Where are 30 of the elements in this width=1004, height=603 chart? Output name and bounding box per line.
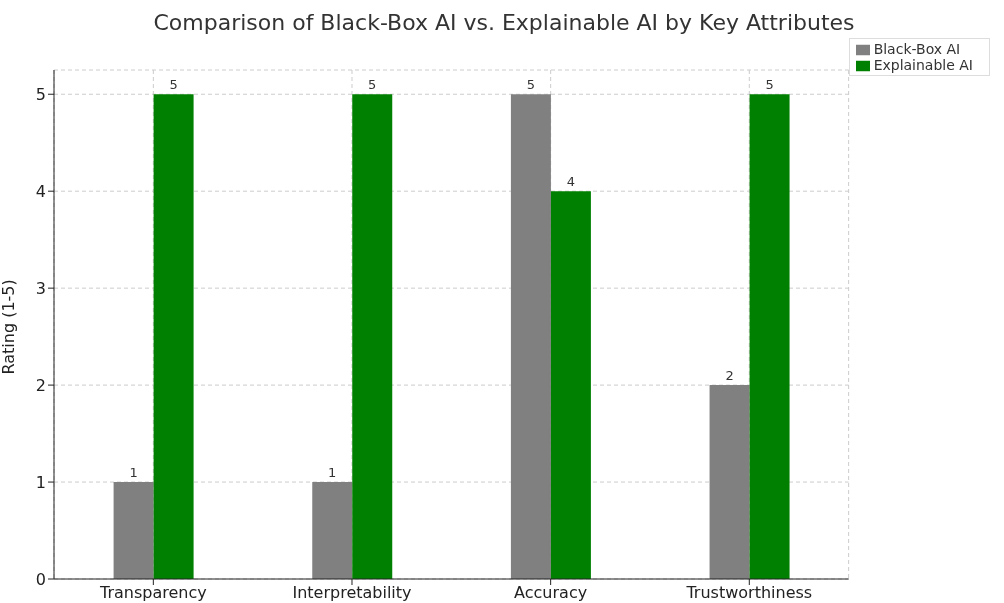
data-label: 1 [328,465,337,481]
y-tick-label: 3 [35,278,46,298]
y-tick-label: 5 [35,84,46,104]
x-tick-label: Accuracy [514,583,588,603]
y-tick-label: 0 [35,569,46,589]
legend-label: Explainable AI [873,57,973,73]
data-label: 4 [566,174,576,190]
chart-title: Comparison of Black-Box AI vs. Explainable AI by Key Attributes [152,10,856,35]
data-label: 2 [725,368,734,384]
data-label: 1 [129,465,138,481]
data-label: 5 [526,77,536,93]
bar [312,482,353,579]
y-axis-title: Rating (1-5) [0,279,18,375]
bar [510,94,551,579]
y-tick-label: 1 [35,472,46,492]
data-label: 5 [169,77,178,93]
bar [749,94,790,579]
data-label: 5 [368,77,377,93]
bar [153,94,194,579]
bar [550,191,591,579]
bar [709,385,750,579]
x-tick-label: Interpretability [292,583,412,603]
y-tick-label: 2 [35,375,46,395]
x-tick-label: Trustworthiness [685,583,813,603]
bar [113,482,154,579]
x-tick-label: Transparency [98,583,207,603]
data-label: 5 [765,77,774,93]
legend-label: Black-Box AI [873,41,961,57]
bar [352,94,393,579]
y-tick-label: 4 [35,181,46,201]
